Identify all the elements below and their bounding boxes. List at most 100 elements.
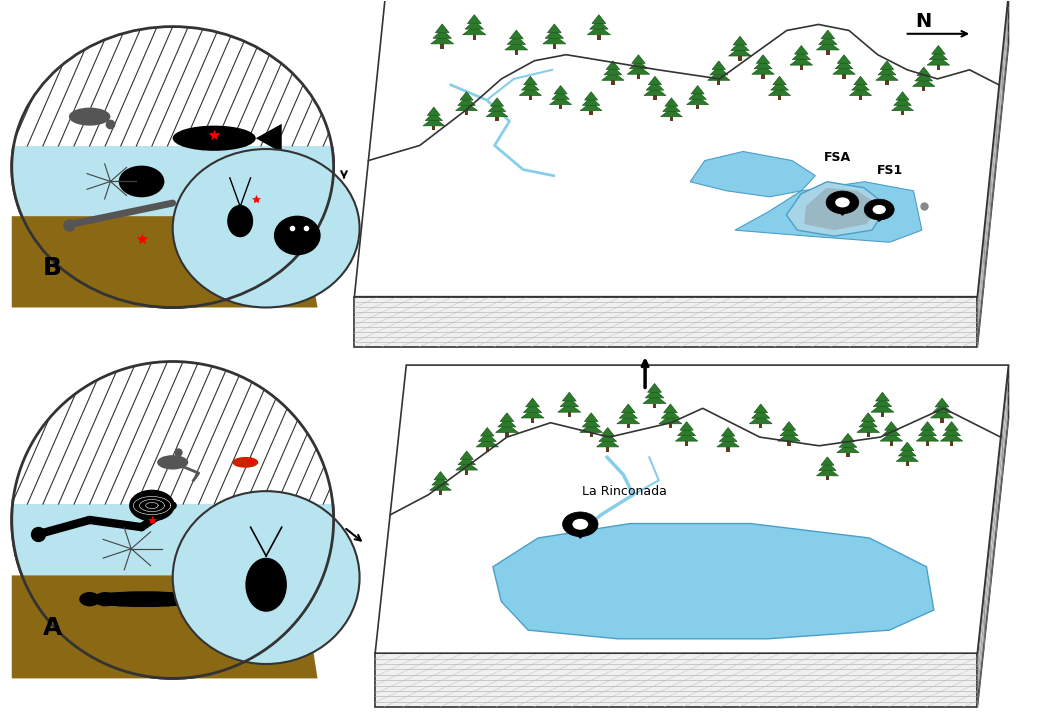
Polygon shape — [841, 433, 855, 442]
Polygon shape — [11, 20, 333, 146]
Ellipse shape — [157, 455, 188, 469]
Bar — [473, 35, 476, 40]
Polygon shape — [431, 35, 454, 44]
Polygon shape — [900, 442, 914, 450]
Polygon shape — [676, 432, 697, 441]
Polygon shape — [933, 403, 951, 412]
Polygon shape — [432, 476, 449, 485]
Circle shape — [562, 512, 599, 536]
Polygon shape — [735, 181, 922, 242]
Polygon shape — [604, 67, 621, 75]
Polygon shape — [423, 118, 445, 126]
Bar — [668, 424, 672, 429]
Bar — [685, 441, 688, 446]
Polygon shape — [375, 365, 1009, 653]
Polygon shape — [522, 82, 539, 90]
Polygon shape — [782, 422, 795, 430]
Bar — [937, 65, 940, 70]
Bar — [787, 441, 791, 446]
Polygon shape — [828, 202, 857, 215]
Polygon shape — [460, 451, 474, 459]
Polygon shape — [601, 427, 614, 436]
Polygon shape — [871, 403, 894, 412]
Polygon shape — [562, 393, 576, 401]
Polygon shape — [880, 432, 903, 441]
Bar — [900, 111, 905, 115]
Bar — [727, 447, 730, 452]
Circle shape — [129, 489, 175, 521]
Polygon shape — [857, 424, 880, 432]
Polygon shape — [833, 66, 856, 74]
Circle shape — [835, 197, 849, 208]
Polygon shape — [628, 66, 650, 74]
Polygon shape — [931, 409, 954, 418]
Bar — [653, 403, 656, 408]
Polygon shape — [587, 26, 610, 35]
Polygon shape — [687, 96, 709, 105]
Ellipse shape — [11, 27, 333, 307]
Polygon shape — [554, 85, 567, 94]
Polygon shape — [619, 409, 637, 418]
Bar — [440, 44, 443, 48]
Polygon shape — [596, 438, 618, 447]
Polygon shape — [430, 482, 451, 490]
Ellipse shape — [11, 362, 333, 678]
Circle shape — [157, 592, 178, 607]
Polygon shape — [930, 51, 947, 59]
Polygon shape — [945, 422, 959, 430]
Polygon shape — [11, 216, 318, 307]
Polygon shape — [589, 20, 608, 29]
Polygon shape — [11, 576, 318, 678]
Polygon shape — [490, 98, 504, 106]
Polygon shape — [496, 424, 518, 432]
Polygon shape — [505, 41, 528, 50]
Polygon shape — [866, 210, 892, 221]
Text: A: A — [43, 616, 62, 640]
Polygon shape — [678, 427, 695, 436]
Polygon shape — [754, 404, 767, 413]
Polygon shape — [458, 97, 476, 106]
Polygon shape — [663, 404, 678, 413]
Bar — [738, 56, 741, 61]
Polygon shape — [585, 92, 598, 100]
Polygon shape — [509, 30, 524, 39]
Polygon shape — [883, 427, 900, 436]
Polygon shape — [873, 398, 891, 406]
Bar — [759, 424, 762, 429]
Bar — [598, 35, 601, 40]
Polygon shape — [852, 82, 869, 90]
Polygon shape — [772, 77, 786, 85]
Polygon shape — [522, 409, 544, 418]
Polygon shape — [690, 152, 815, 197]
Polygon shape — [913, 78, 935, 86]
Polygon shape — [786, 181, 887, 236]
Polygon shape — [691, 85, 704, 94]
Bar — [465, 470, 468, 474]
Bar — [654, 95, 657, 100]
Polygon shape — [428, 107, 440, 116]
Polygon shape — [804, 188, 881, 230]
Polygon shape — [375, 653, 977, 707]
Bar — [925, 441, 930, 446]
Bar — [761, 74, 765, 79]
Polygon shape — [875, 393, 889, 401]
Polygon shape — [835, 60, 853, 69]
Polygon shape — [821, 457, 834, 465]
Circle shape — [872, 205, 886, 214]
Circle shape — [79, 592, 100, 607]
Polygon shape — [649, 77, 662, 85]
Polygon shape — [492, 523, 934, 639]
Polygon shape — [839, 439, 857, 448]
Polygon shape — [552, 91, 569, 99]
Polygon shape — [837, 444, 859, 453]
Polygon shape — [460, 92, 473, 100]
Polygon shape — [465, 20, 483, 29]
Polygon shape — [710, 67, 728, 75]
Bar — [949, 441, 954, 446]
Bar — [881, 412, 884, 417]
Bar — [842, 74, 845, 79]
Polygon shape — [476, 438, 499, 447]
Polygon shape — [545, 30, 563, 38]
Polygon shape — [661, 409, 680, 418]
Ellipse shape — [232, 457, 258, 468]
